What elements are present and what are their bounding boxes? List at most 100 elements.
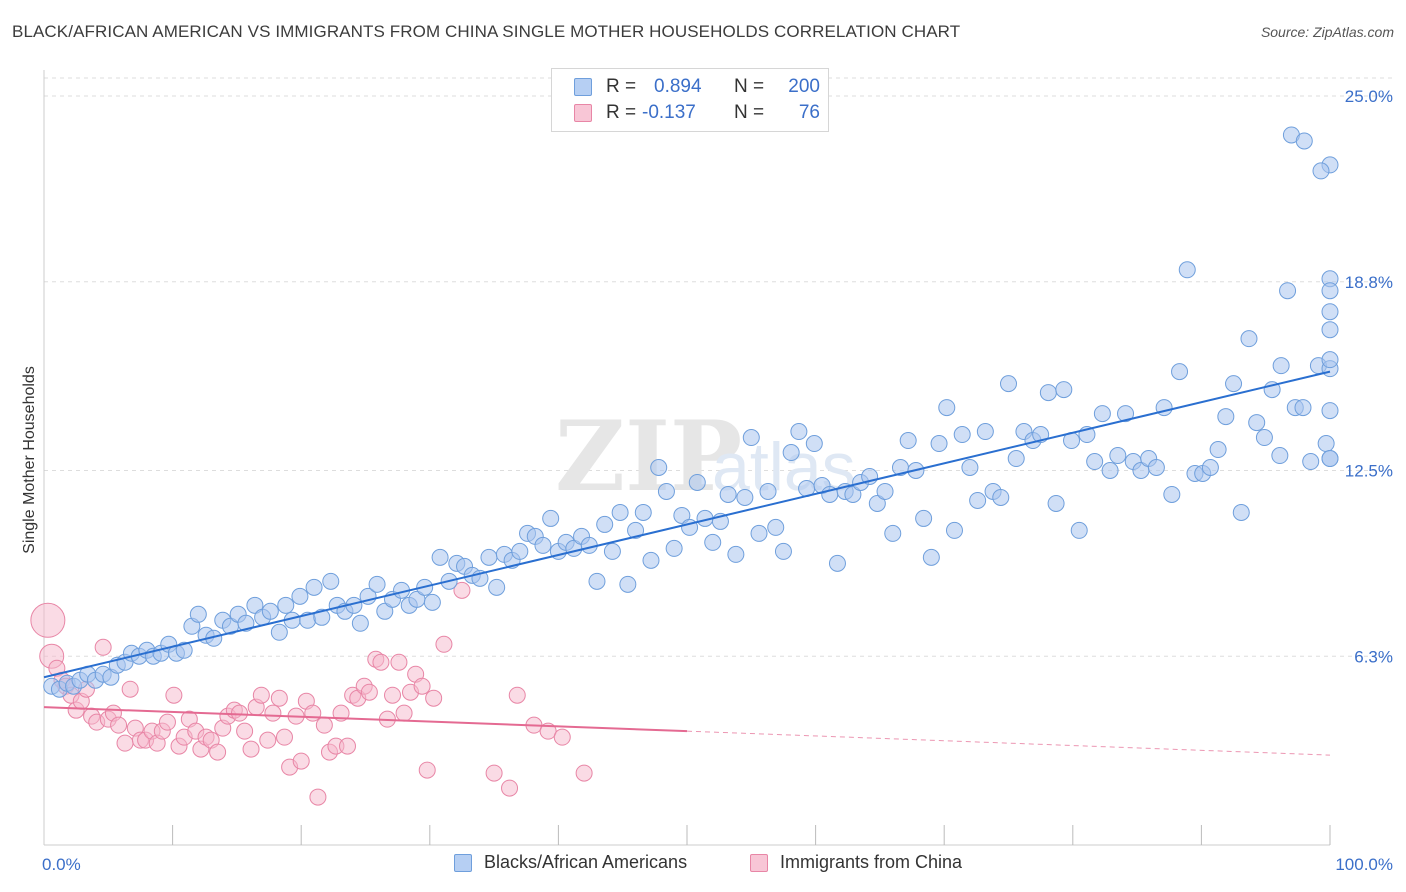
- data-point-blue: [351, 614, 369, 632]
- data-point-pink: [270, 689, 288, 707]
- data-point-blue: [704, 533, 722, 551]
- data-point-pink: [292, 752, 310, 770]
- data-point-pink: [230, 704, 248, 722]
- data-point-blue: [969, 491, 987, 509]
- data-point-pink: [384, 686, 402, 704]
- data-point-blue: [673, 506, 691, 524]
- data-point-pink: [242, 740, 260, 758]
- data-point-blue: [1163, 485, 1181, 503]
- data-point-blue: [828, 554, 846, 572]
- legend-n-label: N =: [734, 102, 765, 123]
- data-point-pink: [372, 653, 390, 671]
- data-point-pink: [110, 716, 128, 734]
- data-point-blue: [961, 459, 979, 477]
- data-point-blue: [1117, 405, 1135, 423]
- data-point-blue: [1070, 521, 1088, 539]
- data-point-blue: [619, 575, 637, 593]
- data-point-pink: [418, 761, 436, 779]
- data-point-blue: [938, 399, 956, 417]
- legend-swatch-pink: [574, 104, 592, 122]
- data-point-blue: [1240, 330, 1258, 348]
- y-tick-label: 25.0%: [1345, 87, 1393, 106]
- data-point-pink: [275, 728, 293, 746]
- data-point-blue: [1225, 375, 1243, 393]
- data-point-blue: [270, 623, 288, 641]
- data-point-pink: [360, 683, 378, 701]
- data-point-pink: [315, 716, 333, 734]
- data-point-blue: [634, 503, 652, 521]
- data-point-pink: [553, 728, 571, 746]
- data-point-blue: [915, 509, 933, 527]
- data-point-blue: [650, 459, 668, 477]
- data-point-pink: [304, 704, 322, 722]
- data-point-blue: [642, 551, 660, 569]
- data-point-blue: [750, 524, 768, 542]
- data-point-blue: [1178, 261, 1196, 279]
- data-point-blue: [305, 578, 323, 596]
- series-legend: Blacks/African Americans Immigrants from…: [0, 852, 1406, 876]
- source-label: Source: ZipAtlas.com: [1260, 24, 1394, 40]
- data-point-pink: [425, 689, 443, 707]
- data-point-blue: [277, 596, 295, 614]
- data-point-blue: [657, 482, 675, 500]
- data-point-blue: [805, 435, 823, 453]
- legend-row-pink: R = -0.137 N = 76: [574, 101, 820, 125]
- data-point-blue: [1055, 381, 1073, 399]
- data-point-blue: [727, 545, 745, 563]
- data-point-blue: [1232, 503, 1250, 521]
- data-point-blue: [899, 432, 917, 450]
- legend-item-blacks[interactable]: Blacks/African Americans: [454, 852, 687, 873]
- data-point-blue: [322, 572, 340, 590]
- trend-line-pink-dashed: [686, 730, 1331, 756]
- data-point-pink: [338, 737, 356, 755]
- data-point-blue: [1321, 321, 1339, 339]
- data-point-blue: [844, 485, 862, 503]
- legend-r-label: R =: [606, 102, 637, 123]
- legend-swatch-pink: [750, 853, 768, 872]
- data-point-blue: [992, 488, 1010, 506]
- data-point-pink: [508, 686, 526, 704]
- data-point-blue: [511, 542, 529, 560]
- legend-n-value-blue: 200: [788, 76, 820, 97]
- data-point-blue: [782, 444, 800, 462]
- data-point-blue: [246, 596, 264, 614]
- data-point-blue: [1295, 132, 1313, 150]
- data-point-blue: [790, 423, 808, 441]
- watermark-zip: ZIP: [555, 400, 742, 513]
- legend-swatch-blue: [574, 78, 592, 96]
- data-point-blue: [1302, 453, 1320, 471]
- data-point-pink: [252, 686, 270, 704]
- data-point-pink: [435, 635, 453, 653]
- data-point-blue: [868, 494, 886, 512]
- data-point-blue: [1000, 375, 1017, 393]
- legend-n-value-pink: 76: [798, 102, 820, 123]
- data-point-blue: [1271, 447, 1289, 465]
- legend-r-label: R =: [606, 76, 637, 97]
- data-point-blue: [423, 593, 441, 611]
- data-point-pink: [259, 731, 277, 749]
- data-point-blue: [313, 608, 331, 626]
- data-point-blue: [603, 542, 621, 560]
- data-point-blue: [291, 587, 309, 605]
- legend-item-china[interactable]: Immigrants from China: [750, 852, 962, 873]
- grid-lines: [44, 77, 1395, 657]
- data-point-blue: [368, 575, 386, 593]
- data-point-pink: [30, 602, 66, 638]
- data-point-blue: [1321, 450, 1339, 468]
- data-point-blue: [774, 542, 792, 560]
- data-point-pink: [485, 764, 503, 782]
- data-point-blue: [534, 536, 552, 554]
- data-point-blue: [1255, 429, 1273, 447]
- legend-r-value-pink: -0.137: [642, 102, 696, 123]
- data-point-blue: [876, 482, 894, 500]
- data-point-blue: [1272, 357, 1290, 375]
- data-point-blue: [1321, 303, 1339, 321]
- data-point-blue: [1321, 402, 1339, 420]
- data-point-blue: [588, 572, 606, 590]
- legend-label-blacks: Blacks/African Americans: [484, 852, 688, 872]
- data-point-blue: [1047, 494, 1065, 512]
- data-point-blue: [1147, 459, 1165, 477]
- legend-row-blue: R = 0.894 N = 200: [574, 75, 820, 99]
- data-point-pink: [116, 734, 134, 752]
- data-point-blue: [665, 539, 683, 557]
